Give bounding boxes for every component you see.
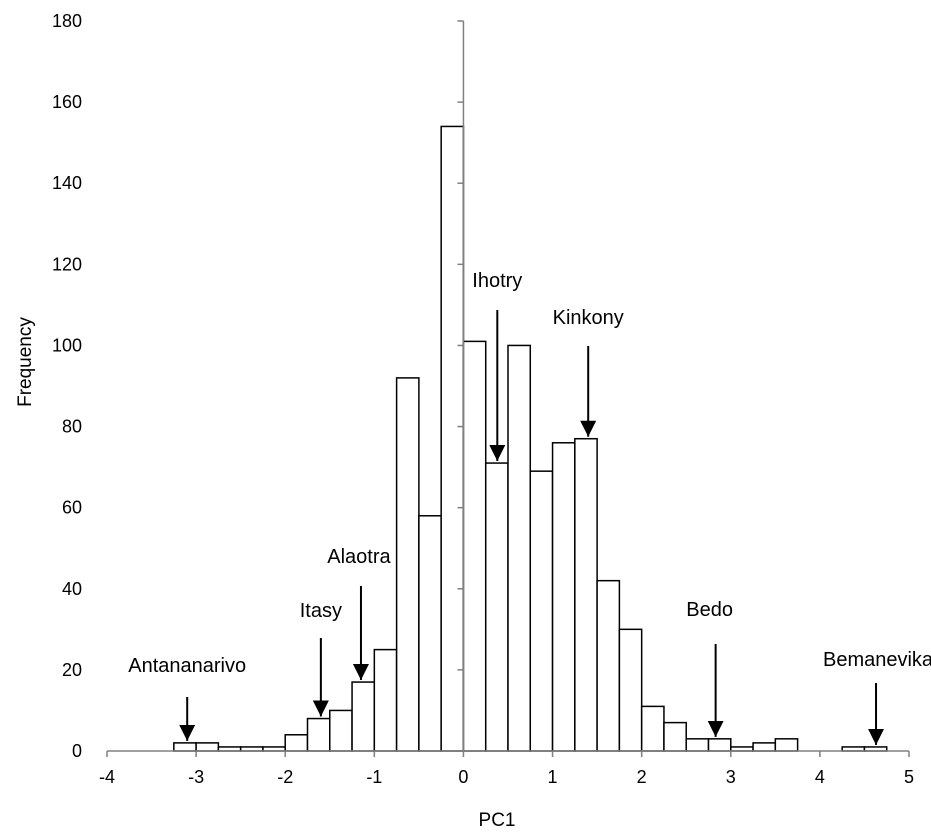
histogram-bar xyxy=(195,742,220,752)
x-tick-label: -4 xyxy=(99,767,115,787)
histogram-bar xyxy=(462,340,487,752)
histogram-bar xyxy=(596,579,621,752)
histogram-bar xyxy=(306,717,331,752)
annotation-label: Kinkony xyxy=(553,307,624,329)
annotation-label: Alaotra xyxy=(327,546,391,568)
histogram-bar xyxy=(663,721,687,752)
histogram-bar xyxy=(529,470,554,752)
x-tick-label: -2 xyxy=(277,767,293,787)
annotation-label: Bedo xyxy=(686,599,733,621)
histogram-bar xyxy=(774,738,799,752)
x-tick-label: 3 xyxy=(726,767,736,787)
axes-layer: -4 -3 -2 -1 0 1 2 3 4 5 0 20 40 60 80 100 120 140 160 180 xyxy=(52,11,914,787)
histogram-bar xyxy=(507,344,532,752)
annotations-layer: Antananarivo Itasy Alaotra Ihotry Kinkony Bed… xyxy=(128,270,931,745)
y-tick-label: 140 xyxy=(52,173,82,193)
histogram-bar xyxy=(551,442,576,752)
annotation-label: Bemanevika xyxy=(823,649,931,671)
histogram-bar xyxy=(484,462,509,752)
y-tick-label: 20 xyxy=(62,660,82,680)
histogram-bar xyxy=(351,681,376,752)
histogram-bar xyxy=(640,705,665,752)
annotation-label: Antananarivo xyxy=(128,655,246,677)
annotation-label: Itasy xyxy=(300,600,342,622)
histogram-bar xyxy=(395,377,420,752)
histogram-bar xyxy=(618,628,643,752)
x-axis-title: PC1 xyxy=(479,810,516,831)
x-tick-label: 2 xyxy=(637,767,647,787)
bars-layer xyxy=(173,125,888,752)
histogram-bar xyxy=(418,515,442,752)
y-axis-title: Frequency xyxy=(15,317,36,407)
annotation-label: Ihotry xyxy=(472,270,522,292)
histogram-bar xyxy=(284,734,309,752)
histogram-bar xyxy=(440,125,465,752)
histogram-bar xyxy=(685,738,710,752)
y-tick-label: 40 xyxy=(62,579,82,599)
x-tick-label: -1 xyxy=(366,767,382,787)
x-tick-label: 5 xyxy=(904,767,914,787)
y-tick-label: 160 xyxy=(52,92,82,112)
y-tick-label: 120 xyxy=(52,254,82,274)
histogram-bar xyxy=(752,742,777,752)
histogram-bar xyxy=(373,648,398,752)
y-tick-label: 80 xyxy=(62,417,82,437)
x-tick-label: 1 xyxy=(548,767,558,787)
x-tick-label: -3 xyxy=(188,767,204,787)
histogram-bar xyxy=(574,437,598,752)
y-tick-label: 180 xyxy=(52,11,82,31)
x-tick-label: 0 xyxy=(458,767,468,787)
y-tick-label: 100 xyxy=(52,335,82,355)
x-tick-label: 4 xyxy=(815,767,825,787)
y-tick-label: 0 xyxy=(72,741,82,761)
histogram-bar xyxy=(707,738,732,752)
histogram-bar xyxy=(329,709,353,752)
y-tick-label: 60 xyxy=(62,498,82,518)
histogram-bar xyxy=(173,742,197,752)
